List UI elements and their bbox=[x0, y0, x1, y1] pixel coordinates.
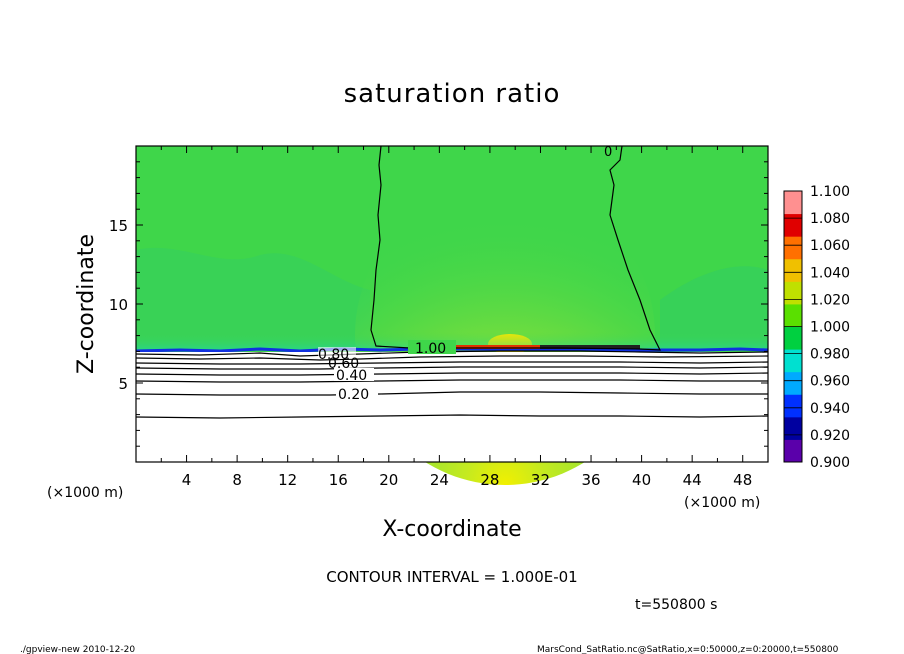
colorbar-labels: 0.900 0.920 0.940 0.960 0.980 1.000 1.020 1.040… bbox=[810, 184, 850, 471]
red-band bbox=[410, 345, 640, 349]
colorbar-label: 1.000 bbox=[810, 320, 850, 336]
footer-right: MarsCond_SatRatio.nc@SatRatio,x=0:50000,… bbox=[537, 645, 839, 654]
colorbar-label: 0.900 bbox=[810, 455, 850, 471]
contour-label-0-40: 0.40 bbox=[336, 368, 367, 384]
contour-b bbox=[135, 355, 769, 361]
x-tick-label: 40 bbox=[632, 471, 651, 489]
colorbar bbox=[783, 190, 803, 463]
colorbar-swatch bbox=[784, 416, 802, 440]
colorbar-label: 1.100 bbox=[810, 184, 850, 200]
dark-band bbox=[540, 345, 640, 349]
colorbar-label: 0.960 bbox=[810, 374, 850, 390]
x-tick-label: 32 bbox=[531, 471, 550, 489]
colorbar-label: 1.080 bbox=[810, 211, 850, 227]
colorbar-label: 1.060 bbox=[810, 238, 850, 254]
y-axis-ticks: 5 10 15 bbox=[109, 161, 768, 447]
contour-h bbox=[135, 414, 769, 419]
colorbar-swatch bbox=[784, 191, 802, 215]
contour-g bbox=[135, 391, 768, 396]
x-tick-label: 12 bbox=[278, 471, 297, 489]
lower-region bbox=[136, 352, 768, 462]
x-tick-label: 4 bbox=[182, 471, 192, 489]
colorbar-label: 0.920 bbox=[810, 428, 850, 444]
heatmap-field bbox=[135, 146, 769, 485]
y-tick-label: 15 bbox=[109, 217, 128, 235]
colorbar-swatch bbox=[784, 213, 802, 237]
x-tick-label: 48 bbox=[733, 471, 752, 489]
colorbar-swatch bbox=[784, 394, 802, 418]
x-unit-right: (×1000 m) bbox=[684, 495, 760, 511]
x-tick-label: 20 bbox=[379, 471, 398, 489]
y-tick-label: 10 bbox=[109, 296, 128, 314]
contour-f bbox=[135, 379, 768, 383]
contour-1-00 bbox=[370, 145, 661, 351]
x-unit-left: (×1000 m) bbox=[47, 485, 123, 501]
colorbar-swatch bbox=[784, 281, 802, 305]
contour-interval-text: CONTOUR INTERVAL = 1.000E-01 bbox=[326, 568, 577, 586]
contour-label-0-20: 0.20 bbox=[338, 387, 369, 403]
colorbar-label: 1.020 bbox=[810, 292, 850, 308]
footer-left: ./gpview-new 2010-12-20 bbox=[20, 645, 135, 654]
colorbar-swatch bbox=[784, 326, 802, 350]
x-tick-label: 16 bbox=[329, 471, 348, 489]
colorbar-swatch bbox=[784, 236, 802, 260]
x-tick-label: 8 bbox=[232, 471, 242, 489]
colorbar-swatch bbox=[784, 371, 802, 395]
colorbar-label: 1.040 bbox=[810, 265, 850, 281]
field-patch-right bbox=[660, 266, 768, 350]
x-axis-ticks: 4 8 12 16 20 24 28 32 36 40 44 48 bbox=[160, 146, 752, 489]
contour-labels: 1.00 0.80 0.60 0.40 0.20 0 bbox=[318, 145, 612, 403]
x-tick-label: 44 bbox=[683, 471, 702, 489]
y-axis-label: Z-coordinate bbox=[74, 234, 99, 374]
time-label: t=550800 s bbox=[635, 597, 717, 613]
colorbar-label: 0.940 bbox=[810, 401, 850, 417]
x-tick-label: 28 bbox=[480, 471, 499, 489]
chart-title: saturation ratio bbox=[344, 79, 561, 109]
contour-label-0: 0 bbox=[604, 145, 612, 160]
contour-e bbox=[135, 372, 769, 376]
x-tick-label: 24 bbox=[430, 471, 449, 489]
contour-c bbox=[135, 361, 769, 365]
colorbar-swatch bbox=[784, 303, 802, 327]
colorbar-swatch bbox=[784, 258, 802, 282]
x-tick-label: 36 bbox=[581, 471, 600, 489]
colorbar-label: 0.980 bbox=[810, 347, 850, 363]
contour-label-0-80: 0.80 bbox=[318, 347, 349, 363]
colorbar-swatch bbox=[784, 349, 802, 373]
colorbar-swatch bbox=[784, 439, 802, 463]
field-patch-left bbox=[136, 247, 370, 350]
contour-label-1-00: 1.00 bbox=[415, 341, 446, 357]
contour-lines bbox=[135, 145, 769, 419]
y-tick-label: 5 bbox=[118, 375, 128, 393]
contour-d bbox=[135, 366, 769, 370]
x-axis-label: X-coordinate bbox=[382, 517, 521, 542]
